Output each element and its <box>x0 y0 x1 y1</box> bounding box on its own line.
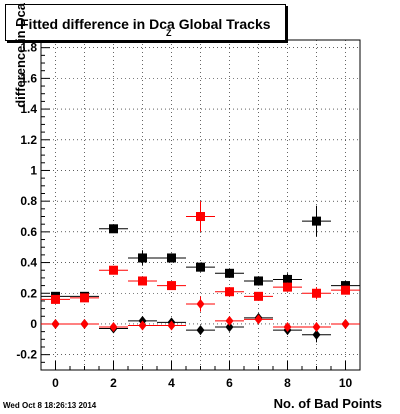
y-tick-label: 1.2 <box>20 133 37 147</box>
square-marker <box>138 276 147 286</box>
y-tick-label: 1.6 <box>20 71 37 85</box>
data-point <box>157 253 186 263</box>
square-marker <box>312 288 321 298</box>
diamond-marker <box>109 322 118 333</box>
data-point <box>244 314 273 325</box>
ticks-layer: 0 2 4 6 8 10 -0.2 0 0.2 0.4 0.6 0.8 1 1.2 1.4 1.6 1.8 <box>16 39 361 390</box>
square-marker <box>80 293 89 303</box>
data-point <box>273 322 302 333</box>
square-marker <box>196 212 205 222</box>
data-point <box>41 318 70 329</box>
diamond-marker <box>225 322 234 333</box>
square-marker <box>196 262 205 272</box>
square-marker <box>51 294 60 304</box>
square-marker <box>167 281 176 291</box>
square-marker <box>109 224 118 234</box>
square-marker <box>254 276 263 286</box>
data-point <box>99 322 128 333</box>
data-point <box>215 268 244 278</box>
square-marker <box>341 281 350 291</box>
square-marker <box>341 285 350 295</box>
data-point <box>186 325 215 336</box>
x-tick-label: 8 <box>284 376 291 390</box>
square-marker <box>283 274 292 284</box>
data-point <box>215 315 244 326</box>
data-point <box>186 262 215 272</box>
y-tick-label: 0.2 <box>20 286 37 300</box>
data-point <box>99 265 128 275</box>
x-tick-label: 10 <box>339 376 353 390</box>
square-marker <box>225 287 234 297</box>
square-marker <box>167 253 176 263</box>
y-tick-label: 1 <box>30 163 37 177</box>
data-point <box>157 281 186 291</box>
data-point <box>244 276 273 286</box>
y-tick-label: 0.4 <box>20 256 37 270</box>
diamond-marker <box>51 318 60 329</box>
square-marker <box>283 282 292 292</box>
square-marker <box>138 253 147 263</box>
data-point <box>302 322 331 333</box>
y-tick-label: 1.8 <box>20 41 37 55</box>
data-point <box>157 320 186 331</box>
data-point <box>70 293 99 303</box>
x-tick-label: 2 <box>110 376 117 390</box>
diamond-marker <box>80 318 89 329</box>
diamond-marker <box>167 320 176 331</box>
data-point <box>70 318 99 329</box>
diamond-marker <box>283 322 292 333</box>
diamond-marker <box>196 325 205 336</box>
y-tick-label: 1.4 <box>20 102 37 116</box>
x-axis-label: No. of Bad Points <box>273 396 382 411</box>
x-tick-label: 0 <box>52 376 59 390</box>
data-point <box>244 291 273 301</box>
data-point <box>273 282 302 292</box>
data-point <box>128 276 157 286</box>
data-point <box>128 320 157 331</box>
data-point <box>99 224 128 234</box>
title-box: Fitted difference in Dca Global Tracks Z <box>5 4 286 41</box>
data-point <box>215 287 244 297</box>
square-marker <box>225 268 234 278</box>
x-tick-label: 4 <box>168 376 175 390</box>
square-marker <box>254 291 263 301</box>
diamond-marker <box>312 322 321 333</box>
chart-title-subscript: Z <box>166 28 172 38</box>
y-tick-label: 0.8 <box>20 194 37 208</box>
data-layer <box>41 201 360 343</box>
data-point <box>41 294 70 304</box>
y-tick-label: 0.6 <box>20 225 37 239</box>
data-point <box>302 327 331 343</box>
square-marker <box>312 216 321 226</box>
data-point <box>331 285 360 295</box>
timestamp: Wed Oct 8 18:26:13 2014 <box>3 401 97 410</box>
diamond-marker <box>312 329 321 340</box>
y-tick-label: 0 <box>30 317 37 331</box>
chart-title: Fitted difference in Dca Global Tracks <box>20 16 271 32</box>
data-point <box>331 318 360 329</box>
square-marker <box>109 265 118 275</box>
data-point <box>302 205 331 237</box>
diamond-marker <box>254 314 263 325</box>
y-tick-label: -0.2 <box>16 348 37 362</box>
diamond-marker <box>225 315 234 326</box>
diamond-marker <box>341 318 350 329</box>
data-point <box>186 296 215 312</box>
diamond-marker <box>196 299 205 309</box>
y-axis-label: difference in Dca <box>13 3 28 108</box>
data-point <box>128 250 157 266</box>
data-point <box>302 287 331 300</box>
data-point <box>186 201 215 232</box>
x-tick-label: 6 <box>226 376 233 390</box>
diamond-marker <box>138 320 147 331</box>
